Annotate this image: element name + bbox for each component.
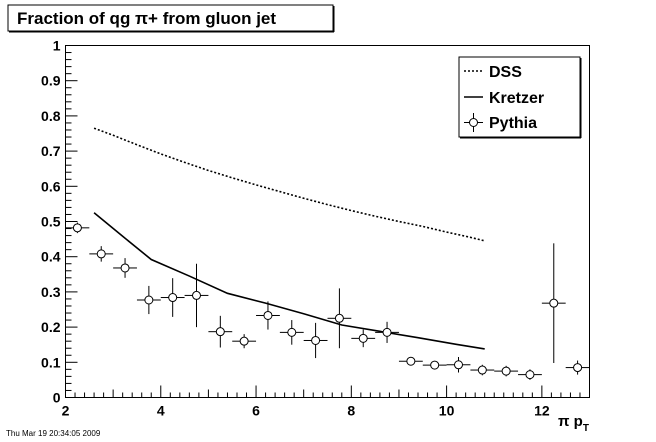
y-tick-label: 0.7 [41,143,61,159]
y-tick-label: 0.1 [41,354,61,370]
marker [215,327,225,337]
marker [501,366,511,376]
marker [120,263,130,273]
timestamp-footer: Thu Mar 19 20:34:05 2009 [6,429,101,438]
marker [96,249,106,259]
x-tick-label: 6 [252,403,260,419]
marker [263,310,273,320]
y-tick-label: 0 [53,390,61,406]
data-point [303,322,328,359]
data-point [208,315,233,348]
data-point [279,320,304,345]
x-tick-label: 12 [534,403,550,419]
marker [358,333,368,343]
marker [430,360,440,370]
data-point [375,321,399,343]
data-point [565,360,590,375]
data-point [494,365,519,377]
data-point [351,329,376,348]
marker [144,295,154,305]
marker [477,365,487,375]
data-point [398,356,423,366]
x-tick-label: 2 [62,403,70,419]
data-point [65,222,90,234]
axes: 00.10.20.30.40.50.60.70.80.912 4 6 8 10 12 [41,38,590,419]
marker [334,313,344,323]
data-point [89,246,114,262]
marker [168,293,178,303]
x-axis-title: π pT [558,413,589,434]
marker [72,223,82,233]
x-axis-title-subscript: T [583,423,589,434]
marker [239,336,249,346]
legend-kretzer-label: Kretzer [489,90,544,107]
legend: DSS Kretzer Pythia [458,56,582,139]
x-tick-label: 8 [347,403,355,419]
data-point [518,369,542,380]
y-tick-label: 0.4 [41,249,61,265]
data-point [136,285,161,315]
series-line-dss [93,127,485,242]
marker [573,363,583,373]
y-tick-label: 0.9 [41,73,61,89]
marker [287,327,297,337]
data-point [256,301,280,330]
data-point [541,243,566,364]
y-tick-label: 0.2 [41,319,61,335]
data-point [113,258,137,278]
marker [382,327,392,337]
data-point [160,278,185,317]
series-line-kretzer [93,212,485,350]
marker [549,298,559,308]
chart-title: Fraction of qg π+ from gluon jet [17,9,276,28]
data-point [470,364,495,376]
legend-pythia-swatch [464,113,483,132]
marker [454,360,463,370]
series-layer [65,127,590,380]
series-points-pythia [65,222,590,380]
data-point [184,263,209,328]
marker [525,370,535,380]
legend-pythia-label: Pythia [489,115,537,132]
y-tick-label: 0.3 [41,284,61,300]
x-tick-label: 4 [157,403,165,419]
data-point [327,288,352,349]
marker [406,356,416,366]
marker [192,290,201,300]
data-point [422,360,447,370]
y-tick-label: 0.8 [41,108,61,124]
y-tick-label: 0.6 [41,178,61,194]
data-point [446,357,471,373]
x-tick-label: 10 [439,403,455,419]
x-axis-title-main: π p [558,413,583,430]
y-tick-label: 1 [53,38,61,54]
data-point [232,334,257,349]
marker [311,335,321,345]
chart-title-box: Fraction of qg π+ from gluon jet [7,4,335,33]
legend-dss-label: DSS [489,64,522,81]
y-tick-label: 0.5 [41,214,61,230]
